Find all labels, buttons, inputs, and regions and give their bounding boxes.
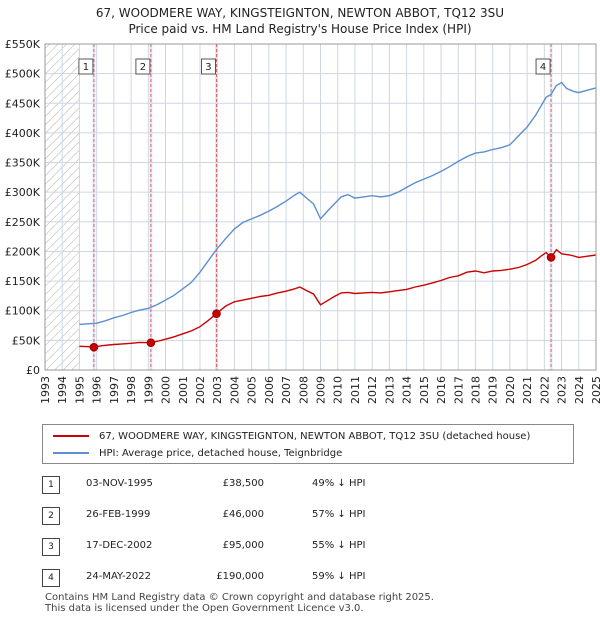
y-tick-label: £550K <box>5 38 41 51</box>
transaction-date: 26-FEB-1999 <box>86 509 151 520</box>
y-tick-label: £100K <box>5 305 41 318</box>
footer-copyright: Contains HM Land Registry data © Crown c… <box>45 592 434 603</box>
x-tick-label: 2010 <box>332 376 345 404</box>
sale-label: 1 <box>78 58 94 75</box>
y-tick-label: £50K <box>12 334 41 347</box>
sale-point <box>89 342 99 352</box>
x-tick-label: 1998 <box>125 376 138 404</box>
series-line <box>79 248 597 348</box>
x-tick-label: 2011 <box>349 376 362 404</box>
x-tick-label: 1999 <box>142 376 155 404</box>
legend-swatch-red <box>53 435 89 437</box>
transaction-number: 2 <box>42 507 60 525</box>
x-tick-label: 2000 <box>160 376 173 404</box>
y-tick-label: £250K <box>5 216 41 229</box>
sale-point <box>146 338 156 348</box>
transaction-price: £95,000 <box>222 540 264 551</box>
transaction-date: 24-MAY-2022 <box>86 571 152 582</box>
x-tick-label: 2022 <box>538 376 551 404</box>
transaction-hpi: 49% ↓ HPI <box>312 478 366 489</box>
transaction-hpi: 57% ↓ HPI <box>312 509 366 520</box>
legend: 67, WOODMERE WAY, KINGSTEIGNTON, NEWTON … <box>42 424 574 464</box>
sale-label: 3 <box>200 58 216 75</box>
chart-subtitle: Price paid vs. HM Land Registry's House … <box>128 22 472 36</box>
legend-item-property: 67, WOODMERE WAY, KINGSTEIGNTON, NEWTON … <box>53 428 530 444</box>
table-row: 3 17-DEC-2002 £95,000 55% ↓ HPI <box>42 538 582 556</box>
x-tick-label: 2009 <box>315 376 328 404</box>
sale-label-box <box>78 58 94 75</box>
y-tick-label: £450K <box>5 97 41 110</box>
x-tick-label: 2012 <box>366 376 379 404</box>
sale-label-box <box>200 58 216 75</box>
plot-frame <box>44 43 597 371</box>
table-row: 2 26-FEB-1999 £46,000 57% ↓ HPI <box>42 507 582 525</box>
series-line <box>79 81 597 326</box>
transaction-price: £46,000 <box>222 509 264 520</box>
sale-label-box <box>135 58 151 75</box>
table-row: 4 24-MAY-2022 £190,000 59% ↓ HPI <box>42 569 582 587</box>
x-tick-label: 2024 <box>573 376 586 404</box>
x-tick-label: 2015 <box>418 376 431 404</box>
sale-label-box <box>535 58 551 75</box>
y-tick-label: £150K <box>5 275 41 288</box>
sale-label-number: 4 <box>540 62 546 73</box>
x-tick-label: 2014 <box>401 376 414 404</box>
x-tick-label: 2001 <box>177 376 190 404</box>
footer: Contains HM Land Registry data © Crown c… <box>45 592 434 614</box>
x-tick-label: 2002 <box>194 376 207 404</box>
sale-label-number: 1 <box>83 62 89 73</box>
x-tick-label: 2020 <box>504 376 517 404</box>
x-tick-label: 2005 <box>246 376 259 404</box>
x-tick-label: 2007 <box>280 376 293 404</box>
x-tick-label: 2018 <box>469 376 482 404</box>
x-tick-label: 1995 <box>73 376 86 404</box>
y-tick-label: £300K <box>5 186 41 199</box>
x-tick-label: 2006 <box>263 376 276 404</box>
x-tick-label: 2021 <box>521 376 534 404</box>
y-tick-label: £0 <box>26 364 40 377</box>
transaction-hpi: 55% ↓ HPI <box>312 540 366 551</box>
legend-label-hpi: HPI: Average price, detached house, Teig… <box>99 447 343 459</box>
transaction-number: 4 <box>42 569 60 587</box>
x-tick-label: 2025 <box>590 376 600 404</box>
transaction-date: 17-DEC-2002 <box>86 540 153 551</box>
x-tick-label: 2023 <box>556 376 569 404</box>
table-row: 1 03-NOV-1995 £38,500 49% ↓ HPI <box>42 476 582 494</box>
x-tick-label: 2004 <box>228 376 241 404</box>
x-tick-label: 1994 <box>56 376 69 404</box>
y-tick-label: £200K <box>5 245 41 258</box>
price-chart: £0 £50K £100K £150K £200K £250K £300K £350K £400… <box>5 38 600 404</box>
x-tick-label: 2019 <box>487 376 500 404</box>
transaction-price: £38,500 <box>222 478 264 489</box>
sale-point <box>212 309 221 318</box>
y-tick-label: £350K <box>5 157 41 170</box>
y-tick-label: £400K <box>5 127 41 140</box>
y-tick-label: £500K <box>5 68 41 81</box>
transaction-number: 1 <box>42 476 60 494</box>
footer-licence: This data is licensed under the Open Gov… <box>45 603 364 614</box>
sale-label: 2 <box>135 58 151 75</box>
x-tick-label: 1993 <box>39 376 52 404</box>
sale-label-number: 3 <box>205 62 211 73</box>
sale-label-number: 2 <box>140 62 146 73</box>
x-tick-label: 2017 <box>452 376 465 404</box>
legend-item-hpi: HPI: Average price, detached house, Teig… <box>53 445 342 461</box>
sale-point <box>546 253 556 262</box>
x-tick-label: 2013 <box>383 376 396 404</box>
x-tick-label: 2016 <box>435 376 448 404</box>
x-tick-label: 1997 <box>108 376 121 404</box>
x-tick-label: 2003 <box>211 376 224 404</box>
x-tick-label: 2008 <box>297 376 310 404</box>
sale-label: 4 <box>535 58 551 75</box>
legend-label-property: 67, WOODMERE WAY, KINGSTEIGNTON, NEWTON … <box>99 430 531 442</box>
transaction-price: £190,000 <box>216 571 264 582</box>
x-tick-label: 1996 <box>91 376 104 404</box>
chart-title: 67, WOODMERE WAY, KINGSTEIGNTON, NEWTON … <box>95 6 505 20</box>
transaction-number: 3 <box>42 538 60 556</box>
transaction-date: 03-NOV-1995 <box>86 478 153 489</box>
legend-swatch-blue <box>53 452 89 454</box>
transaction-hpi: 59% ↓ HPI <box>312 571 366 582</box>
